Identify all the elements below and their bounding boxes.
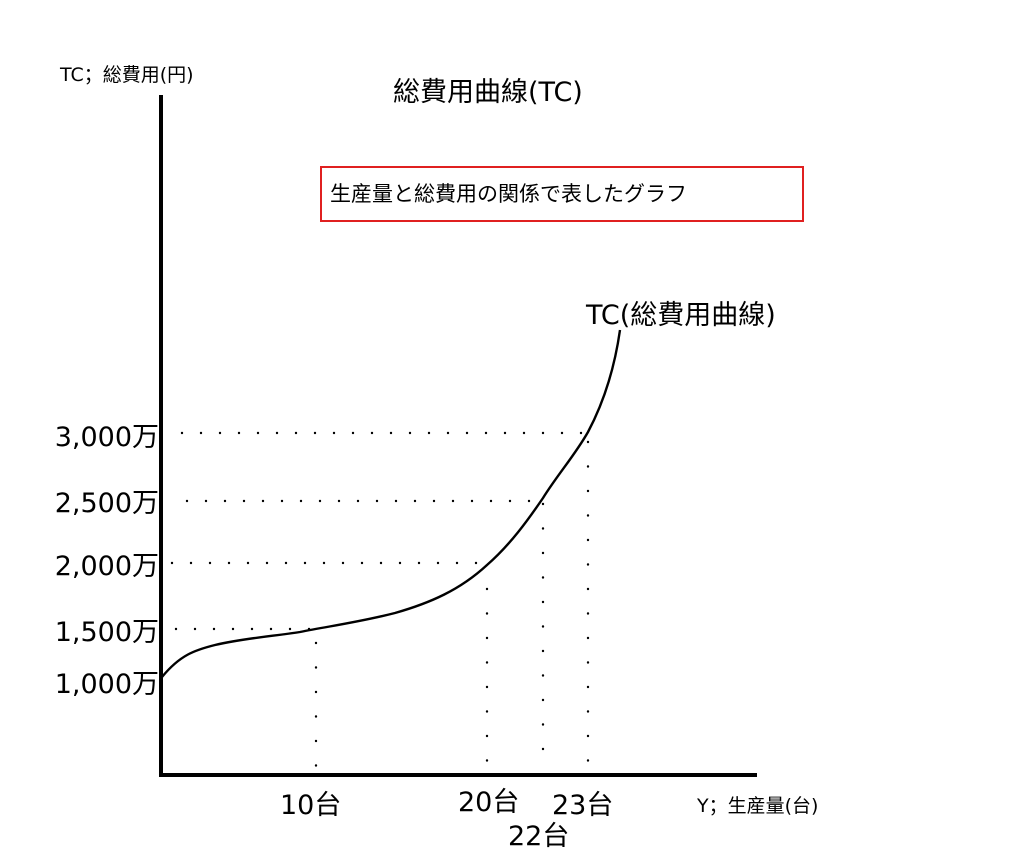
y-tick-3000: 3,000万: [54, 422, 159, 453]
x-tick-23: 23台: [552, 790, 614, 821]
curve-label: TC(総費用曲線): [586, 300, 776, 331]
y-tick-1500: 1,500万: [54, 617, 159, 648]
y-tick-1000: 1,000万: [54, 669, 159, 700]
annotation-box: [320, 166, 804, 222]
horizontal-guides: [170, 431, 590, 631]
x-tick-10: 10台: [280, 790, 342, 821]
annotation-text: 生産量と総費用の関係で表したグラフ: [330, 182, 687, 206]
y-tick-2500: 2,500万: [54, 488, 159, 519]
x-axis-label: Y；生産量(台): [697, 795, 819, 817]
y-tick-2000: 2,000万: [54, 551, 159, 582]
x-tick-20: 20台: [458, 787, 520, 818]
chart-title: 総費用曲線(TC): [393, 77, 583, 108]
vertical-guides: [314, 440, 590, 772]
tc-curve: [161, 329, 622, 678]
x-tick-22: 22台: [508, 821, 570, 852]
y-axis-label: TC；総費用(円): [60, 64, 194, 86]
